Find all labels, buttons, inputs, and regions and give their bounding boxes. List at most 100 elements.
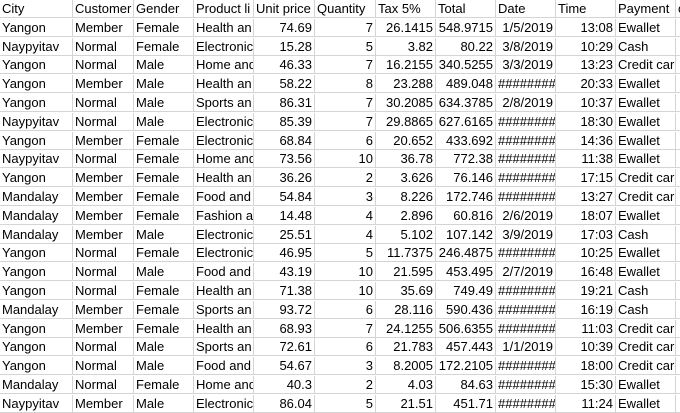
- table-cell[interactable]: ########: [496, 169, 556, 188]
- table-cell[interactable]: 93.72: [254, 300, 315, 319]
- table-cell[interactable]: 73.56: [254, 150, 315, 169]
- table-cell[interactable]: 489.048: [436, 75, 496, 94]
- table-cell[interactable]: Ewallet: [616, 263, 676, 282]
- column-header[interactable]: City: [0, 0, 73, 18]
- table-cell[interactable]: 433.692: [436, 131, 496, 150]
- table-cell[interactable]: 16.2155: [376, 56, 436, 75]
- table-cell[interactable]: [676, 376, 680, 394]
- table-cell[interactable]: Fashion ac: [194, 206, 254, 225]
- table-cell[interactable]: Female: [134, 188, 194, 206]
- table-cell[interactable]: 68.84: [254, 131, 315, 150]
- table-cell[interactable]: 172.2105: [436, 357, 496, 376]
- table-cell[interactable]: 30.2085: [376, 94, 436, 112]
- table-cell[interactable]: 84.63: [436, 376, 496, 394]
- table-cell[interactable]: 6: [315, 300, 376, 319]
- table-cell[interactable]: 627.6165: [436, 112, 496, 131]
- table-cell[interactable]: ########: [496, 319, 556, 338]
- table-cell[interactable]: Member: [73, 169, 134, 188]
- table-cell[interactable]: Sports an: [194, 338, 254, 357]
- table-cell[interactable]: Ewallet: [616, 94, 676, 112]
- table-cell[interactable]: 453.495: [436, 263, 496, 282]
- table-cell[interactable]: Member: [73, 75, 134, 94]
- table-cell[interactable]: Female: [134, 37, 194, 56]
- table-cell[interactable]: 4: [315, 206, 376, 225]
- table-cell[interactable]: 10:29: [556, 37, 616, 56]
- table-cell[interactable]: [676, 38, 680, 56]
- table-cell[interactable]: 74.69: [254, 18, 315, 37]
- table-cell[interactable]: Sports an: [194, 94, 254, 112]
- table-cell[interactable]: 340.5255: [436, 56, 496, 75]
- table-cell[interactable]: 46.95: [254, 244, 315, 263]
- table-cell[interactable]: 15:30: [556, 376, 616, 394]
- table-cell[interactable]: 2: [315, 376, 376, 394]
- table-cell[interactable]: 772.38: [436, 150, 496, 169]
- table-cell[interactable]: 8.2005: [376, 357, 436, 376]
- table-cell[interactable]: 506.6355: [436, 319, 496, 338]
- table-cell[interactable]: Normal: [73, 357, 134, 376]
- table-cell[interactable]: 40.3: [254, 376, 315, 394]
- table-cell[interactable]: 58.22: [254, 75, 315, 94]
- table-cell[interactable]: 2/6/2019: [496, 206, 556, 225]
- table-cell[interactable]: Health an: [194, 319, 254, 338]
- table-cell[interactable]: Yangon: [0, 169, 73, 188]
- table-cell[interactable]: 7: [315, 94, 376, 112]
- table-cell[interactable]: [676, 338, 680, 357]
- table-cell[interactable]: 19:21: [556, 282, 616, 300]
- table-cell[interactable]: Female: [134, 319, 194, 338]
- table-cell[interactable]: 1/1/2019: [496, 338, 556, 357]
- table-cell[interactable]: Normal: [73, 263, 134, 282]
- table-cell[interactable]: 4: [315, 225, 376, 244]
- table-cell[interactable]: Cash: [616, 300, 676, 319]
- table-cell[interactable]: 5.102: [376, 225, 436, 244]
- table-cell[interactable]: 18:07: [556, 206, 616, 225]
- table-cell[interactable]: 18:00: [556, 357, 616, 376]
- table-cell[interactable]: 3.82: [376, 37, 436, 56]
- table-cell[interactable]: 10: [315, 263, 376, 282]
- table-cell[interactable]: Member: [73, 300, 134, 319]
- table-cell[interactable]: Electronic: [194, 244, 254, 263]
- table-cell[interactable]: 86.31: [254, 94, 315, 112]
- table-cell[interactable]: Home and: [194, 150, 254, 169]
- table-cell[interactable]: Mandalay: [0, 225, 73, 244]
- table-cell[interactable]: Sports an: [194, 300, 254, 319]
- table-cell[interactable]: 172.746: [436, 188, 496, 206]
- table-cell[interactable]: Mandalay: [0, 376, 73, 394]
- table-cell[interactable]: 80.22: [436, 37, 496, 56]
- table-cell[interactable]: 3/3/2019: [496, 56, 556, 75]
- table-cell[interactable]: 749.49: [436, 282, 496, 300]
- table-cell[interactable]: 10:39: [556, 338, 616, 357]
- table-cell[interactable]: [676, 19, 680, 37]
- table-cell[interactable]: 548.9715: [436, 18, 496, 37]
- table-cell[interactable]: Yangon: [0, 75, 73, 94]
- table-cell[interactable]: Male: [134, 263, 194, 282]
- table-cell[interactable]: Food and: [194, 263, 254, 282]
- table-cell[interactable]: Male: [134, 112, 194, 131]
- table-cell[interactable]: Cash: [616, 282, 676, 300]
- table-cell[interactable]: Yangon: [0, 131, 73, 150]
- table-cell[interactable]: 21.783: [376, 338, 436, 357]
- table-cell[interactable]: 8.226: [376, 188, 436, 206]
- table-cell[interactable]: Food and: [194, 188, 254, 206]
- table-cell[interactable]: 28.116: [376, 300, 436, 319]
- table-cell[interactable]: Member: [73, 225, 134, 244]
- table-cell[interactable]: Female: [134, 282, 194, 300]
- table-cell[interactable]: 246.4875: [436, 244, 496, 263]
- column-header[interactable]: Product li: [194, 0, 254, 18]
- table-cell[interactable]: Home and: [194, 376, 254, 394]
- table-cell[interactable]: Health an: [194, 282, 254, 300]
- table-cell[interactable]: 26.1415: [376, 18, 436, 37]
- table-cell[interactable]: 20.652: [376, 131, 436, 150]
- table-cell[interactable]: 17:15: [556, 169, 616, 188]
- table-cell[interactable]: Female: [134, 376, 194, 394]
- table-cell[interactable]: Male: [134, 357, 194, 376]
- table-cell[interactable]: Yangon: [0, 319, 73, 338]
- table-cell[interactable]: Ewallet: [616, 18, 676, 37]
- table-cell[interactable]: [676, 75, 680, 94]
- table-cell[interactable]: 20:33: [556, 75, 616, 94]
- table-cell[interactable]: 2.896: [376, 206, 436, 225]
- table-cell[interactable]: ########: [496, 282, 556, 300]
- table-cell[interactable]: Ewallet: [616, 244, 676, 263]
- table-cell[interactable]: Normal: [73, 112, 134, 131]
- table-cell[interactable]: 46.33: [254, 56, 315, 75]
